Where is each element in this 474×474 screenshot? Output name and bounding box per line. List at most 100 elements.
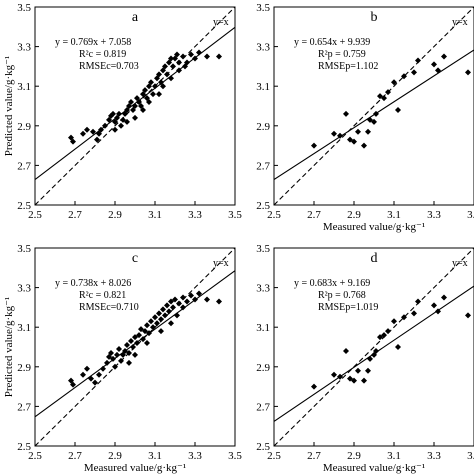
y-tick-label: 3.5 (17, 2, 31, 14)
regression-equation: y = 0.769x + 7.058 (55, 37, 131, 48)
x-tick-label: 3.5 (228, 209, 242, 221)
regression-equation: y = 0.654x + 9.939 (294, 37, 370, 48)
x-tick-label: 3.1 (148, 209, 162, 221)
identity-label: y=x (213, 258, 229, 269)
y-tick-label: 2.9 (256, 362, 270, 374)
data-point (355, 128, 361, 135)
data-point (148, 318, 154, 325)
rmse: RMSEc=0.703 (79, 61, 139, 72)
plot-frame (34, 247, 236, 447)
data-point (361, 377, 367, 384)
data-point (148, 79, 154, 86)
data-point (204, 53, 210, 60)
x-tick-label: 2.5 (267, 450, 281, 462)
data-point (176, 300, 182, 307)
data-point (84, 126, 90, 133)
data-point (184, 59, 190, 66)
data-point (196, 49, 202, 56)
data-point (168, 320, 174, 327)
data-point (144, 322, 150, 329)
data-point (182, 63, 188, 70)
data-point (168, 75, 174, 82)
identity-line (274, 248, 474, 446)
x-tick-label: 2.7 (307, 209, 321, 221)
x-tick-label: 3.1 (387, 450, 401, 462)
data-point (337, 132, 343, 139)
y-tick-label: 3.1 (256, 81, 270, 93)
data-point (94, 136, 100, 143)
x-tick-label: 3.5 (467, 209, 474, 221)
data-point (112, 363, 118, 370)
data-point (92, 379, 98, 386)
data-point (154, 320, 160, 327)
data-point (136, 332, 142, 339)
panel-c: 2.5 2.7 2.9 3.1 3.3 3.5 2.5 2.7 2.9 3.1 3.3 3.5 c y=x… (3, 243, 242, 474)
data-point (110, 110, 116, 117)
data-point (355, 367, 361, 374)
data-point (373, 110, 379, 117)
data-point (118, 122, 124, 129)
data-point (152, 83, 158, 90)
regression-equation: y = 0.683x + 9.169 (294, 278, 370, 289)
rmse: RMSEp=1.019 (318, 302, 378, 313)
data-point (156, 71, 162, 78)
data-point (126, 359, 132, 366)
data-point (170, 63, 176, 70)
y-tick-label: 2.7 (256, 160, 270, 172)
x-tick-label: 2.5 (28, 450, 42, 462)
x-tick-label: 3.3 (188, 450, 202, 462)
y-tick-label: 3.1 (256, 322, 270, 334)
data-point (124, 118, 130, 125)
data-point (441, 53, 447, 60)
data-point (184, 298, 190, 305)
data-point (162, 312, 168, 319)
rmse: RMSEp=1.102 (318, 61, 378, 72)
data-point (140, 106, 146, 113)
data-point (112, 126, 118, 133)
x-tick-label: 3.3 (427, 450, 441, 462)
plot-frame (273, 247, 474, 447)
data-point (170, 304, 176, 311)
y-tick-label: 3.5 (256, 2, 270, 14)
data-point (401, 73, 407, 80)
y-tick-label: 2.5 (256, 441, 270, 453)
x-tick-label: 2.9 (347, 209, 361, 221)
r-squared: R²c = 0.821 (79, 290, 126, 301)
y-tick-label: 2.9 (256, 121, 270, 133)
panel-label: b (371, 10, 378, 25)
data-point (381, 95, 387, 102)
data-point (144, 340, 150, 347)
data-point (84, 365, 90, 372)
x-tick-label: 2.7 (68, 450, 82, 462)
x-tick-label: 2.5 (267, 209, 281, 221)
data-point (116, 110, 122, 117)
data-point (156, 310, 162, 317)
data-point (411, 310, 417, 317)
data-point (146, 99, 152, 106)
r-squared: R²p = 0.768 (318, 290, 366, 301)
data-point (160, 306, 166, 313)
r-squared: R²c = 0.819 (79, 49, 126, 60)
panel-label: a (132, 10, 139, 25)
panel-b: 2.5 2.7 2.9 3.1 3.3 3.5 2.5 2.7 2.9 3.1 3.3 3.5 b y=x… (256, 2, 474, 233)
data-point (164, 302, 170, 309)
data-point (70, 381, 76, 388)
x-tick-label: 3.3 (427, 209, 441, 221)
data-point (160, 83, 166, 90)
x-tick-label: 2.9 (108, 450, 122, 462)
data-point (90, 128, 96, 135)
y-tick-label: 2.7 (17, 401, 31, 413)
panel-label: c (132, 251, 138, 266)
data-point (146, 330, 152, 337)
x-tick-label: 2.7 (307, 450, 321, 462)
data-point (435, 67, 441, 74)
y-tick-label: 2.9 (17, 362, 31, 374)
data-point (343, 110, 349, 117)
data-point (80, 371, 86, 378)
x-axis-label: Measured value/g·kg⁻¹ (323, 462, 425, 474)
y-axis-label: Predicted value/g·kg⁻¹ (3, 297, 15, 397)
data-point (130, 344, 136, 350)
y-tick-label: 3.5 (17, 243, 31, 255)
data-point (100, 365, 106, 372)
y-tick-label: 2.7 (17, 160, 31, 172)
